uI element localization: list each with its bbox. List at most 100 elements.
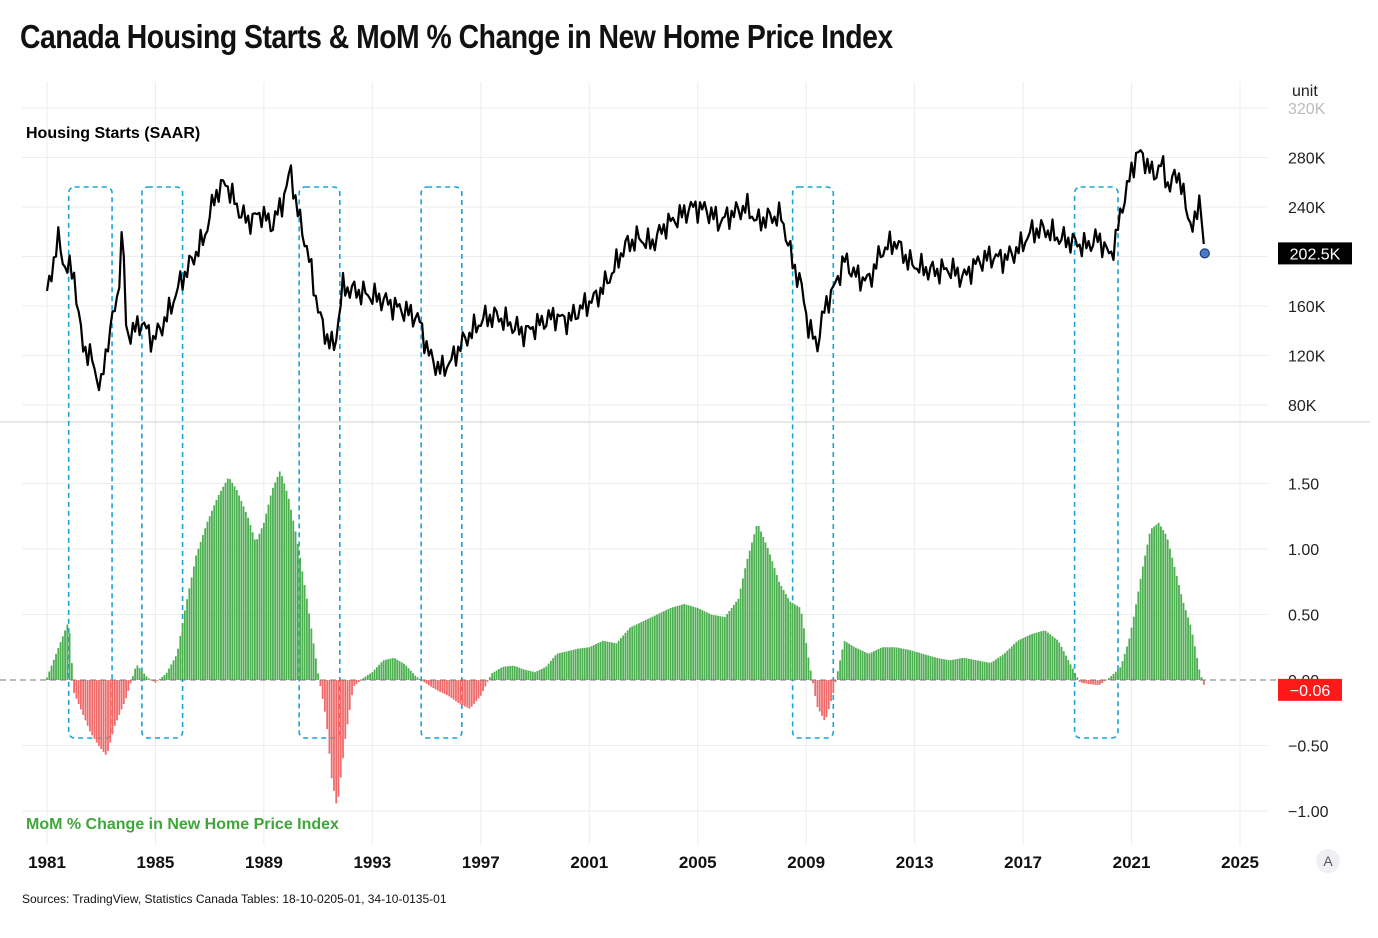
price-bar (931, 656, 934, 680)
price-bar (394, 658, 396, 680)
price-bar (312, 643, 315, 680)
price-bar (952, 659, 954, 680)
price-bar (913, 651, 916, 680)
price-bar (520, 668, 523, 680)
price-bar (656, 614, 658, 680)
price-bar (597, 642, 600, 680)
price-bar (723, 617, 726, 680)
price-bar (348, 680, 351, 710)
price-bar (943, 659, 945, 680)
price-bar (1015, 642, 1018, 680)
price-bar (1166, 539, 1169, 680)
price-bar (920, 653, 923, 680)
price-bar (387, 659, 390, 680)
price-bar (617, 640, 620, 680)
price-bar (1062, 651, 1065, 680)
price-bar (1056, 639, 1058, 680)
price-bar (986, 662, 988, 680)
price-bar (77, 680, 80, 705)
price-bar (965, 658, 968, 680)
price-bar (140, 670, 143, 680)
price-bar (565, 651, 568, 680)
price-bar (577, 648, 579, 680)
price-bar (977, 660, 979, 680)
price-bar (127, 680, 130, 691)
price-bar (1160, 526, 1162, 680)
top-y-tick-label: 80K (1288, 398, 1317, 415)
price-bar (886, 647, 889, 680)
price-bar (427, 680, 430, 686)
price-bar (1144, 555, 1147, 680)
price-bar (660, 612, 663, 680)
highlight-box (791, 186, 835, 739)
price-bar (547, 663, 550, 680)
price-bar (174, 656, 177, 680)
price-bar (1001, 654, 1004, 680)
price-bar (836, 671, 839, 680)
auto-scale-button[interactable]: A (1316, 849, 1340, 873)
price-bar (816, 680, 819, 708)
price-bar (511, 665, 514, 680)
price-bar (459, 680, 462, 705)
price-bar (1153, 526, 1156, 680)
price-bar (1150, 528, 1153, 680)
price-bar (190, 577, 193, 680)
price-bar (240, 500, 243, 680)
price-bar (873, 651, 875, 680)
price-bar (464, 680, 466, 707)
price-bar (258, 533, 261, 680)
price-bar (536, 671, 539, 680)
x-tick-label: 1989 (245, 853, 283, 872)
price-bar (789, 601, 792, 680)
highlight-box (67, 186, 113, 739)
price-bar (353, 680, 356, 686)
price-bar (497, 669, 500, 680)
price-bar (305, 598, 308, 680)
price-bar (1169, 548, 1171, 680)
price-bar (821, 680, 823, 716)
price-bar (671, 607, 674, 680)
price-bar (1074, 673, 1076, 680)
price-bar (825, 680, 828, 718)
price-bar (1184, 610, 1187, 680)
price-bar (93, 680, 96, 739)
price-bar (974, 660, 977, 680)
price-bar (1146, 544, 1149, 680)
price-bar (784, 594, 787, 680)
price-bar (904, 649, 907, 680)
price-bar (737, 598, 740, 680)
price-bar (879, 647, 882, 680)
price-bar (310, 628, 313, 680)
price-bar (635, 624, 638, 680)
price-bar (1180, 594, 1183, 680)
price-bar (455, 680, 457, 702)
price-bar (1101, 680, 1104, 683)
price-bar (701, 610, 704, 680)
price-bar (676, 605, 679, 680)
price-bar (748, 550, 751, 680)
price-bar (1189, 624, 1192, 680)
price-bar (346, 680, 349, 725)
price-bar (1173, 566, 1176, 680)
price-bar (446, 680, 448, 696)
price-bar (1060, 646, 1063, 680)
price-bar (888, 647, 891, 680)
price-bar (333, 680, 335, 791)
price-bar (495, 670, 498, 680)
price-bar (434, 680, 437, 690)
price-bar (450, 680, 453, 699)
price-bar (195, 555, 198, 680)
price-bar (911, 650, 914, 680)
price-bar (111, 680, 114, 735)
price-bar (1162, 530, 1165, 680)
price-bar (1053, 637, 1056, 680)
bottom-y-tick-label: −0.50 (1288, 739, 1329, 756)
price-bar (373, 669, 376, 680)
price-bar (601, 640, 604, 680)
price-bar (778, 581, 780, 680)
price-bar (339, 680, 342, 778)
price-bar (714, 615, 717, 680)
price-bar (314, 658, 317, 680)
price-bar (1078, 680, 1081, 682)
price-bar (249, 524, 252, 680)
